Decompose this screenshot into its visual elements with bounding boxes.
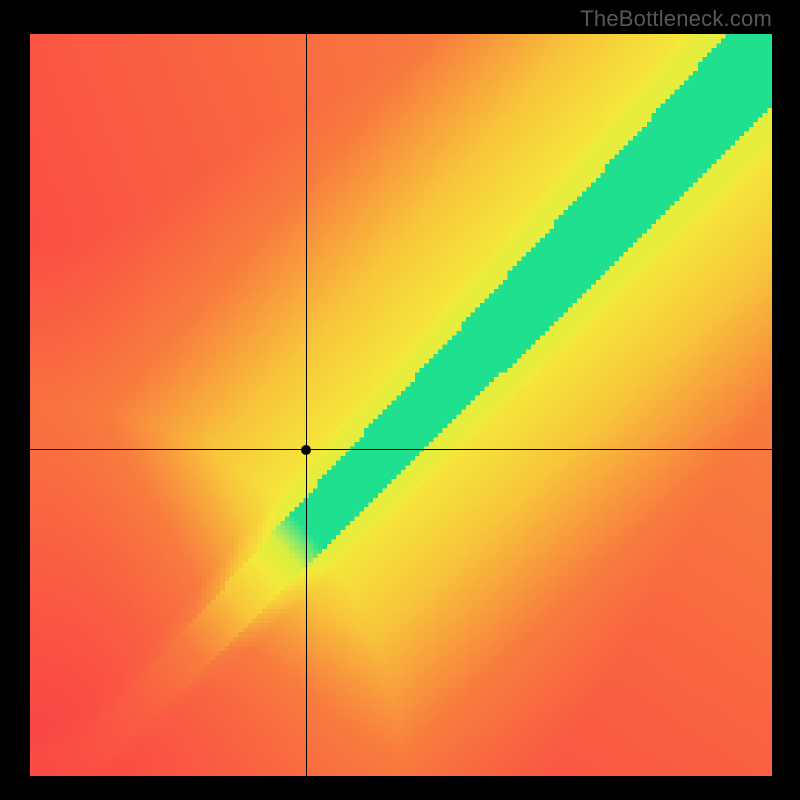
crosshair-horizontal [30, 449, 772, 450]
chart-container: TheBottleneck.com [0, 0, 800, 800]
plot-frame [30, 34, 772, 776]
heatmap-canvas [30, 34, 772, 776]
crosshair-point [301, 445, 311, 455]
crosshair-vertical [306, 34, 307, 776]
watermark-text: TheBottleneck.com [580, 6, 772, 32]
plot-area [30, 34, 772, 776]
